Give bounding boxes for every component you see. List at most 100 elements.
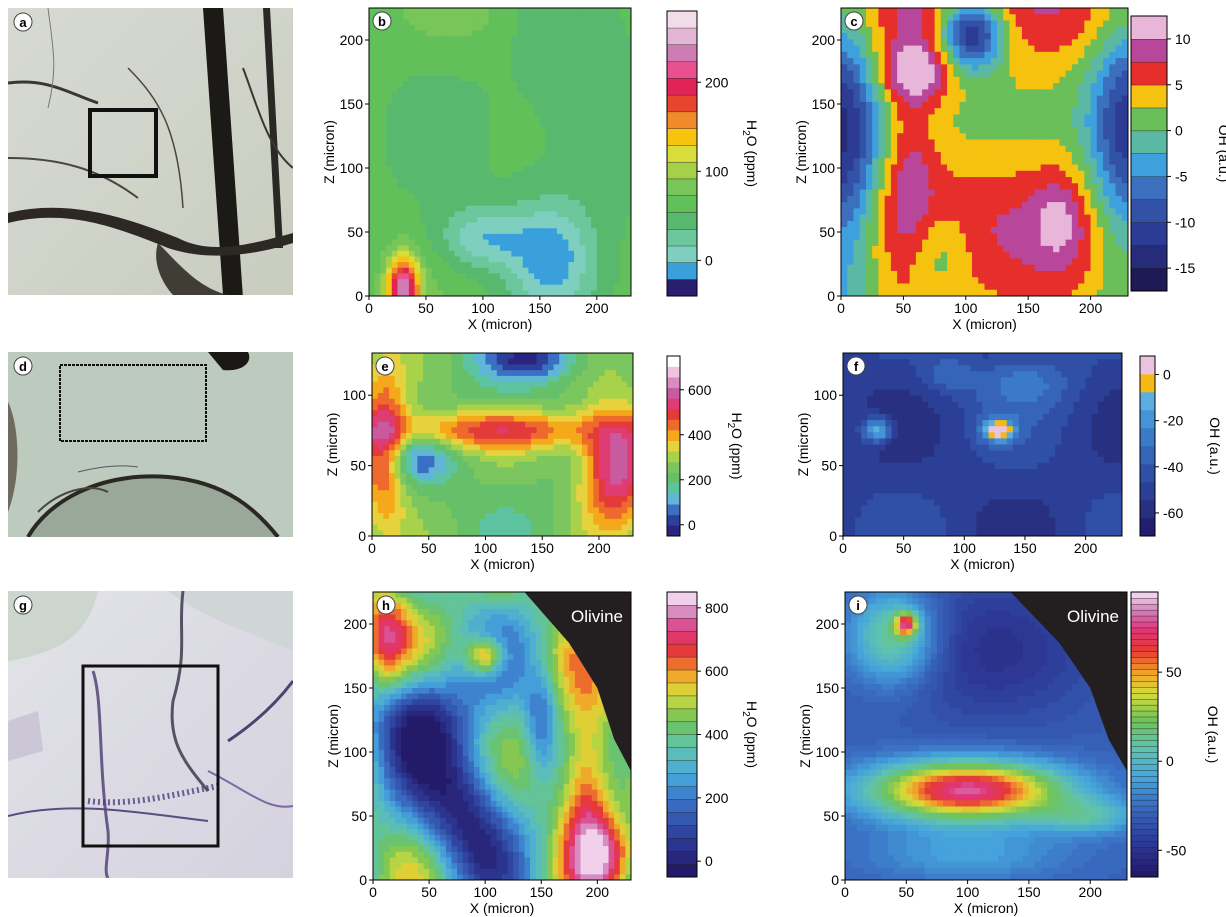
colorbar-band-e [667, 419, 680, 431]
colorbar-band-i [1130, 829, 1159, 836]
y-tick-label-i: 50 [823, 808, 839, 824]
x-tick-label-b: 0 [365, 300, 373, 316]
colorbar-band-e [667, 408, 680, 420]
colorbar-band-i [1130, 663, 1159, 670]
colorbar-band-b [666, 144, 698, 163]
colorbar-tick-label-e: 400 [688, 427, 712, 443]
colorbar-band-c [1130, 222, 1168, 246]
colorbar-band-i [1130, 674, 1159, 682]
colorbar-band-c [1130, 38, 1168, 63]
colorbar-band-h [666, 824, 698, 839]
x-tick-label-f: 150 [1013, 540, 1037, 556]
colorbar-tick-label-c: 5 [1175, 77, 1183, 93]
colorbar-band-i [1130, 603, 1159, 611]
x-tick-label-i: 150 [1017, 884, 1041, 900]
colorbar-band-i [1130, 811, 1159, 819]
x-tick-label-e: 0 [368, 540, 376, 556]
x-tick-label-i: 100 [956, 884, 980, 900]
x-tick-label-h: 200 [586, 884, 610, 900]
colorbar-title-i: OH (a.u.) [1205, 706, 1221, 764]
contour-fill-i [845, 592, 1127, 880]
y-tick-label-e: 0 [358, 528, 366, 544]
colorbar-band-b [666, 228, 698, 247]
x-tick-label-c: 100 [954, 300, 978, 316]
colorbar-band-b [666, 10, 698, 29]
colorbar-tick-label-f: -60 [1163, 505, 1183, 521]
colorbar-band-e [667, 451, 680, 463]
colorbar-band-f [1140, 428, 1155, 447]
y-axis-label-b: Z (micron) [321, 120, 337, 184]
colorbar-band-i [1130, 858, 1159, 866]
x-tick-label-h: 50 [421, 884, 437, 900]
colorbar-band-h [666, 734, 698, 748]
colorbar-band-i [1130, 758, 1159, 765]
x-tick-label-c: 200 [1079, 300, 1103, 316]
colorbar-band-e [667, 366, 680, 378]
panel-letter-e: e [381, 359, 388, 374]
x-axis-label-b: X (micron) [468, 316, 533, 332]
colorbar-band-i [1130, 597, 1159, 605]
x-tick-label-h: 100 [473, 884, 497, 900]
y-tick-label-b: 100 [340, 160, 364, 176]
colorbar-band-c [1130, 84, 1168, 109]
colorbar-band-e [667, 472, 680, 484]
colorbar-band-i [1130, 746, 1159, 753]
colorbar-band-f [1140, 356, 1155, 375]
colorbar-band-i [1130, 835, 1159, 842]
colorbar-band-f [1140, 464, 1155, 483]
panel-letter-a: a [19, 15, 27, 30]
colorbar-band-b [666, 279, 698, 297]
y-tick-label-b: 50 [347, 224, 363, 240]
colorbar-band-e [667, 525, 680, 537]
colorbar-band-i [1130, 591, 1159, 599]
colorbar-band-f [1140, 446, 1155, 465]
colorbar-band-i [1130, 657, 1159, 664]
colorbar-tick-label-b: 0 [705, 252, 713, 268]
colorbar-band-i [1130, 805, 1159, 813]
colorbar-band-i [1130, 769, 1159, 777]
y-axis-label-h: Z (micron) [325, 704, 341, 768]
colorbar-band-h [666, 837, 698, 852]
colorbar-band-h [666, 656, 698, 671]
colorbar-band-e [667, 356, 680, 367]
y-tick-label-h: 150 [344, 680, 368, 696]
colorbar-band-i [1130, 668, 1159, 676]
y-tick-label-c: 100 [812, 160, 836, 176]
colorbar-band-i [1130, 680, 1159, 688]
y-tick-label-i: 200 [816, 616, 840, 632]
x-tick-label-e: 100 [474, 540, 498, 556]
x-tick-label-e: 200 [587, 540, 611, 556]
contour-fill-f [843, 353, 1122, 536]
y-tick-label-c: 200 [812, 32, 836, 48]
contour-fill-b [369, 8, 631, 296]
x-tick-label-c: 50 [896, 300, 912, 316]
colorbar-band-h [666, 695, 698, 710]
y-tick-label-h: 100 [344, 744, 368, 760]
colorbar-tick-label-c: 0 [1175, 123, 1183, 139]
colorbar-band-i [1130, 734, 1159, 741]
colorbar-tick-label-e: 0 [688, 517, 696, 533]
y-tick-label-h: 50 [351, 808, 367, 824]
plot-frame-c [840, 7, 1129, 297]
plot-frame-b [368, 7, 632, 297]
colorbar-band-i [1130, 823, 1159, 830]
plot-frame-f [842, 352, 1123, 537]
x-axis-label-f: X (micron) [950, 556, 1015, 572]
colorbar-tick-label-h: 600 [705, 663, 729, 679]
micrograph-g: g [8, 591, 293, 878]
micrograph-a: a [8, 8, 293, 295]
colorbar-band-h [666, 812, 698, 826]
y-tick-label-f: 0 [829, 528, 837, 544]
x-tick-label-i: 50 [899, 884, 915, 900]
colorbar-band-h [666, 708, 698, 723]
colorbar-band-e [667, 377, 680, 389]
colorbar-band-i [1130, 752, 1159, 759]
colorbar-frame-e [666, 355, 681, 537]
y-tick-label-f: 100 [814, 387, 838, 403]
colorbar-tick-label-b: 200 [705, 74, 729, 90]
panel-b: b 0 50 100 150 200 0 50 100 150 200 X (micron) Z (mi… [321, 7, 760, 332]
micrograph-d: d [8, 352, 293, 537]
panel-badge-c [844, 11, 864, 31]
colorbar-band-e [667, 461, 680, 473]
colorbar-band-b [666, 27, 698, 46]
